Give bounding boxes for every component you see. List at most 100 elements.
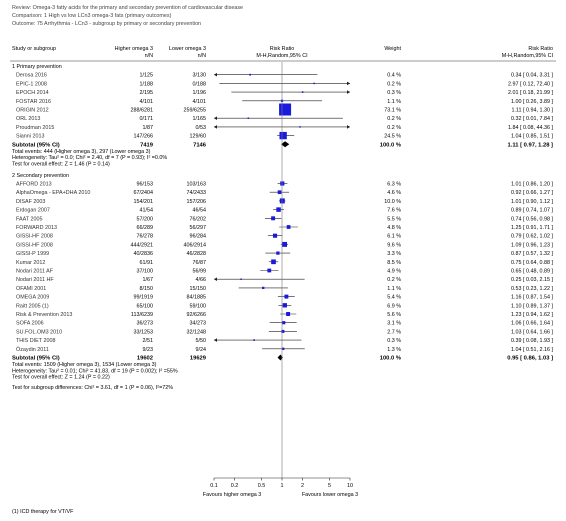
study-weight: 10.0 % — [384, 199, 401, 205]
study-low-events: 129/60 — [190, 134, 207, 140]
study-rr-ci: 0.32 [ 0.01, 7.84 ] — [511, 116, 553, 122]
ci-arrow-left — [214, 338, 217, 342]
study-high-events: 288/6281 — [131, 108, 153, 114]
study-high-events: 99/1919 — [134, 295, 154, 301]
subtotal-diamond — [277, 354, 283, 361]
effect-square — [279, 131, 287, 140]
effect-square — [271, 259, 276, 265]
subtotal-weight: 100.0 % — [380, 356, 401, 362]
study-high-events: 9/23 — [143, 347, 154, 353]
study-rr-ci: 1.04 [ 0.85, 1.51 ] — [511, 134, 553, 140]
study-high-events: 444/2921 — [131, 242, 153, 248]
study-high-events: 0/171 — [140, 116, 154, 122]
study-high-events: 4/101 — [140, 99, 154, 105]
study-weight: 0.2 % — [387, 125, 401, 131]
x-tick-label: 0.1 — [210, 483, 218, 489]
study-rr-ci: 0.53 [ 0.23, 1.22 ] — [511, 286, 553, 292]
study-low-events: 103/163 — [187, 182, 207, 188]
study-high-events: 2/195 — [140, 90, 154, 96]
col-rr-text-header-2: M-H,Random,95% CI — [502, 53, 553, 59]
ci-arrow-left — [214, 125, 217, 129]
study-low-events: 0/188 — [193, 81, 207, 87]
study-rr-ci: 0.87 [ 0.57, 1.32 ] — [511, 251, 553, 257]
subtotal-weight: 100.0 % — [380, 142, 401, 148]
subgroup-stats: Total events: 444 (Higher omega 3), 297 … — [12, 149, 151, 155]
effect-square — [282, 303, 287, 308]
study-name: GISSI-HF 2008 — [16, 242, 53, 248]
subgroup-stats: Test for overall effect: Z = 1.46 (P = 0… — [12, 162, 110, 168]
study-low-events: 76/87 — [193, 260, 207, 266]
study-low-events: 32/1248 — [187, 329, 207, 335]
study-name: AlphaOmega - EPA+DHA 2010 — [16, 190, 90, 196]
study-name: FORWARD 2013 — [16, 225, 57, 231]
study-name: Kumar 2012 — [16, 260, 45, 266]
effect-square — [286, 225, 291, 229]
study-low-events: 1/196 — [193, 90, 207, 96]
study-weight: 3.1 % — [387, 321, 401, 327]
study-high-events: 1/87 — [143, 125, 154, 131]
col-study-header: Study or subgroup — [12, 46, 56, 52]
study-name: ORL 2013 — [16, 116, 40, 122]
footnote: (1) ICD therapy for VT/VF — [12, 509, 74, 515]
effect-square — [253, 339, 255, 341]
x-tick-label: 0.5 — [258, 483, 266, 489]
study-high-events: 1/188 — [140, 81, 154, 87]
study-weight: 1.1 % — [387, 99, 401, 105]
study-rr-ci: 0.39 [ 0.08, 1.93 ] — [511, 338, 553, 344]
col-high-header: Higher omega 3 — [115, 46, 153, 52]
study-weight: 0.4 % — [387, 73, 401, 79]
study-rr-ci: 0.75 [ 0.64, 0.88 ] — [511, 260, 553, 266]
effect-square — [284, 294, 289, 299]
study-name: AFFORD 2013 — [16, 182, 52, 188]
ci-arrow-left — [214, 277, 217, 282]
effect-square — [262, 286, 265, 290]
study-weight: 0.3 % — [387, 338, 401, 344]
effect-square — [267, 268, 272, 273]
study-name: ORIGIN 2012 — [16, 108, 49, 114]
study-low-events: 59/100 — [190, 303, 207, 309]
effect-square — [301, 91, 304, 93]
col-high-n-label: n/N — [145, 53, 153, 59]
ci-arrow-left — [214, 116, 217, 120]
study-rr-ci: 1.03 [ 0.64, 1.66 ] — [511, 329, 553, 335]
study-weight: 4.8 % — [387, 225, 401, 231]
study-name: SU.FOL.OM3 2010 — [16, 329, 62, 335]
x-tick-label: 10 — [347, 483, 353, 489]
header: Review: Omega-3 fatty acids for the prim… — [10, 5, 556, 62]
x-axis: Favours higher omega 3 Favours lower ome… — [203, 477, 358, 498]
study-rr-ci: 1.01 [ 0.86, 1.20 ] — [511, 182, 553, 188]
favours-right-label: Favours lower omega 3 — [302, 492, 358, 498]
col-rr-plot-header-1: Risk Ratio — [270, 46, 295, 52]
study-high-events: 113/6239 — [131, 312, 153, 318]
study-high-events: 41/54 — [140, 208, 154, 214]
study-low-events: 157/206 — [187, 199, 207, 205]
ci-arrow-right — [347, 81, 350, 86]
study-low-events: 96/284 — [190, 234, 207, 240]
study-low-events: 84/1885 — [187, 295, 207, 301]
study-rr-ci: 0.25 [ 0.03, 2.15 ] — [511, 277, 553, 283]
favours-left-label: Favours higher omega 3 — [203, 492, 261, 498]
study-name: OFAMI 2001 — [16, 286, 46, 292]
study-rr-ci: 1.09 [ 0.96, 1.23 ] — [511, 242, 553, 248]
ci-arrow-right — [347, 125, 350, 129]
comparison-line: Comparison: 1 High vs low LCn3 omega-3 f… — [12, 13, 172, 19]
ci-arrow-right — [347, 90, 350, 94]
study-rr-ci: 1.00 [ 0.26, 3.89 ] — [511, 99, 553, 105]
study-weight: 6.3 % — [387, 182, 401, 188]
study-rr-ci: 0.74 [ 0.56, 0.98 ] — [511, 216, 553, 222]
x-tick-label: 1 — [281, 483, 284, 489]
effect-square — [276, 207, 281, 212]
study-high-events: 1/125 — [140, 73, 154, 79]
study-name: GISSI-P 1999 — [16, 251, 49, 257]
study-low-events: 9/24 — [196, 347, 207, 353]
study-low-events: 1/165 — [193, 116, 207, 122]
study-rr-ci: 0.65 [ 0.48, 0.89 ] — [511, 269, 553, 275]
study-name: SOFA 2006 — [16, 321, 44, 327]
study-name: EPOCH 2014 — [16, 90, 49, 96]
subtotal-label: Subtotal (95% CI) — [12, 356, 60, 362]
study-name: Derosa 2016 — [16, 73, 47, 79]
study-weight: 0.2 % — [387, 116, 401, 122]
subtotal-high-total: 7419 — [140, 142, 154, 148]
study-high-events: 2/51 — [143, 338, 154, 344]
